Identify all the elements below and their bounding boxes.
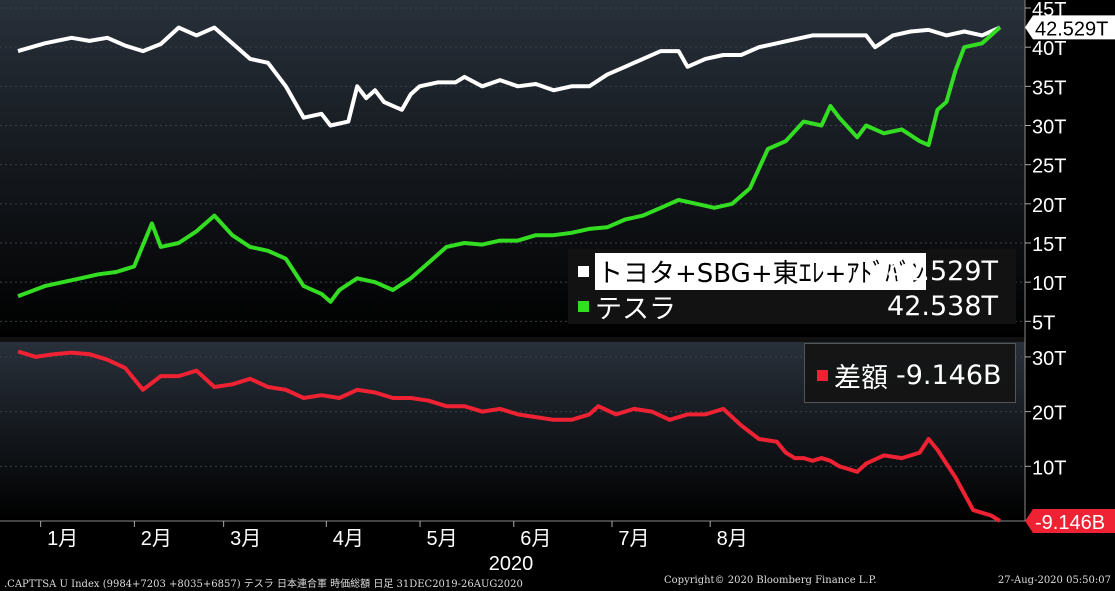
top-legend: トヨタ+SBG+東ｴﾚ+ｱﾄﾞﾊﾞﾝ 42.529T テスラ 42.538T <box>568 249 1016 326</box>
legend-item-combined: トヨタ+SBG+東ｴﾚ+ｱﾄﾞﾊﾞﾝ 42.529T <box>578 253 1008 290</box>
legend-swatch-green <box>578 301 589 312</box>
legend-label-difference: 差額 <box>834 363 888 394</box>
bottom-legend: 差額 -9.146B <box>804 343 1016 403</box>
y-tick-label: 20T <box>1032 195 1066 217</box>
last-value-tag <box>1025 509 1115 534</box>
bottom-grid <box>0 356 1025 467</box>
y-tick-label: 30T <box>1032 348 1066 370</box>
last-value-text: -9.146B <box>1035 512 1105 534</box>
y-tick-label: 25T <box>1032 156 1066 178</box>
legend-value-tesla: 42.538T <box>887 291 998 322</box>
x-axis-year-label: 2020 <box>489 553 534 575</box>
legend-swatch-red <box>817 370 828 381</box>
x-tick-label: 7月 <box>618 528 649 550</box>
last-value-labels: 42.529T -9.146B <box>1025 15 1115 534</box>
footer-copyright: Copyright© 2020 Bloomberg Finance L.P. <box>664 575 877 586</box>
y-tick-label: 40T <box>1032 38 1066 60</box>
x-tick-label: 4月 <box>333 528 364 550</box>
bottom-series-lines <box>17 349 1002 523</box>
panel-divider <box>0 337 1025 342</box>
series-line <box>17 349 1002 523</box>
x-tick-label: 6月 <box>520 528 551 550</box>
last-value-text: 42.529T <box>1035 18 1108 40</box>
legend-item-difference: 差額 -9.146B <box>817 356 1002 395</box>
y-tick-label: 10T <box>1032 457 1066 479</box>
y-tick-label: 30T <box>1032 117 1066 139</box>
top-series-lines <box>17 25 1002 304</box>
y-tick-label: 5T <box>1032 312 1055 334</box>
legend-item-tesla: テスラ 42.538T <box>578 287 1008 326</box>
footer-index-info: .CAPTTSA U Index (9984+7203 +8035+6857) … <box>4 579 523 590</box>
series-line <box>17 25 1001 128</box>
footer-timestamp: 27-Aug-2020 05:50:07 <box>997 575 1111 586</box>
series-line <box>17 25 1002 304</box>
x-tick-label: 2月 <box>141 528 172 550</box>
legend-label-combined: トヨタ+SBG+東ｴﾚ+ｱﾄﾞﾊﾞﾝ <box>595 253 927 290</box>
x-tick-label: 1月 <box>47 528 78 550</box>
legend-value-difference: -9.146B <box>896 360 1002 391</box>
legend-swatch-white <box>578 266 589 277</box>
legend-label-tesla: テスラ <box>595 294 676 325</box>
y-tick-label: 15T <box>1032 234 1066 256</box>
y-tick-label: 10T <box>1032 273 1066 295</box>
x-tick-label: 5月 <box>426 528 457 550</box>
y-tick-label: 35T <box>1032 77 1066 99</box>
last-value-tag <box>1025 15 1115 40</box>
legend-value-combined: 42.529T <box>887 256 998 287</box>
y-tick-label: 20T <box>1032 403 1066 425</box>
x-tick-labels: 1月 2月 3月 4月 5月 6月 7月 8月 <box>40 521 748 550</box>
x-tick-label: 3月 <box>230 528 261 550</box>
x-tick-label: 8月 <box>717 528 748 550</box>
